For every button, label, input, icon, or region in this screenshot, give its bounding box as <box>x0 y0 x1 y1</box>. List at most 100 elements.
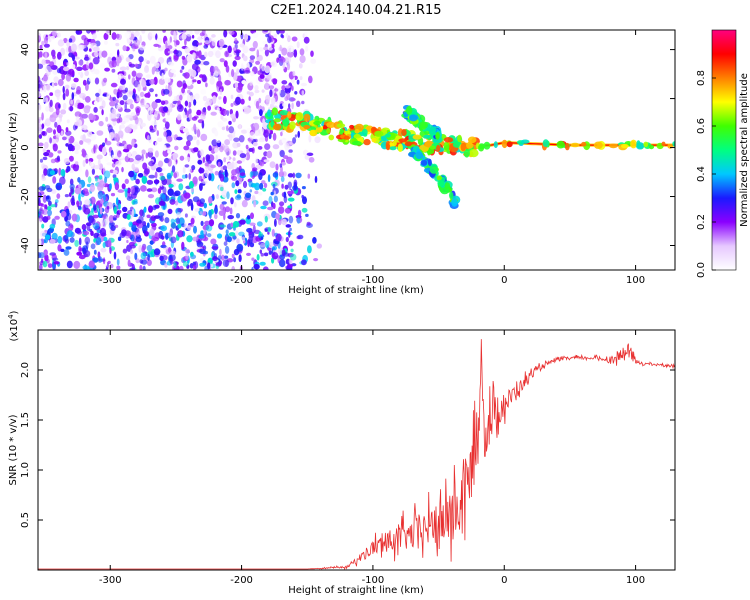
heatmap-cell <box>147 150 154 158</box>
heatmap-cell <box>93 106 98 113</box>
heatmap-cell <box>176 80 183 88</box>
heatmap-cell <box>215 137 222 144</box>
heatmap-cell <box>301 207 308 213</box>
heatmap-cell <box>238 124 242 130</box>
heatmap-cell <box>272 132 277 141</box>
heatmap-cell <box>170 236 177 244</box>
heatmap-cell <box>38 91 42 98</box>
heatmap-cell <box>290 97 296 102</box>
heatmap-cell <box>158 78 166 85</box>
heatmap-cell <box>94 69 100 75</box>
heatmap-cell <box>279 259 286 268</box>
trace-cell <box>389 146 397 151</box>
heatmap-cell <box>84 199 91 206</box>
heatmap-cell <box>84 56 90 61</box>
heatmap-cell <box>113 63 117 68</box>
heatmap-cell <box>306 221 311 226</box>
heatmap-cell <box>248 180 253 188</box>
heatmap-cell <box>65 74 72 82</box>
heatmap-cell <box>63 61 67 67</box>
heatmap-cell <box>44 51 48 60</box>
heatmap-cell <box>234 195 242 201</box>
heatmap-cell <box>87 131 93 137</box>
heatmap-cell <box>38 35 41 43</box>
heatmap-cell <box>249 242 255 248</box>
heatmap-cell <box>234 189 238 194</box>
heatmap-cell <box>296 100 301 108</box>
heatmap-cell <box>254 85 259 91</box>
heatmap-cell <box>301 90 305 96</box>
heatmap-cell <box>81 113 88 119</box>
heatmap-cell <box>187 200 191 207</box>
heatmap-cell <box>287 190 294 195</box>
top-x-tick-label: -200 <box>230 275 253 286</box>
heatmap-cell <box>40 258 44 264</box>
heatmap-cell <box>226 125 229 132</box>
heatmap-cell <box>176 136 183 141</box>
snr-line <box>38 339 675 570</box>
heatmap-cell <box>56 94 60 101</box>
heatmap-cell <box>134 30 140 37</box>
heatmap-cell <box>281 218 288 226</box>
heatmap-cell <box>83 250 91 258</box>
heatmap-cell <box>184 156 191 162</box>
heatmap-cell <box>256 49 260 58</box>
heatmap-cell <box>298 63 303 69</box>
heatmap-cell <box>44 97 49 104</box>
heatmap-cell <box>176 217 180 225</box>
heatmap-cell <box>231 169 238 176</box>
heatmap-cell <box>174 49 177 54</box>
heatmap-cell <box>237 189 242 194</box>
heatmap-cell <box>186 54 193 63</box>
heatmap-cell <box>202 107 207 113</box>
heatmap-cell <box>66 62 70 66</box>
heatmap-cell <box>271 44 275 49</box>
heatmap-cell <box>204 220 211 226</box>
heatmap-cell <box>85 169 89 178</box>
heatmap-cell <box>65 127 69 133</box>
trace-cell <box>648 144 655 150</box>
heatmap-cell <box>231 253 235 259</box>
heatmap-cell <box>154 232 161 240</box>
heatmap-cell <box>259 109 263 117</box>
heatmap-cell <box>48 152 54 158</box>
heatmap-cell <box>215 265 219 269</box>
trace-cell <box>412 134 422 140</box>
snr-panel: -300 -200 -100 0 100 0.5 1.0 1.5 2.0 Height of … <box>7 310 676 596</box>
heatmap-cell <box>124 31 132 39</box>
heatmap-cell <box>112 215 118 221</box>
heatmap-cell <box>212 95 217 104</box>
heatmap-cell <box>100 63 106 69</box>
heatmap-cell <box>109 132 115 140</box>
heatmap-cell <box>174 200 179 206</box>
heatmap-cell <box>143 97 147 106</box>
heatmap-cell <box>97 256 103 263</box>
heatmap-cell <box>92 57 100 65</box>
heatmap-cell <box>292 137 297 144</box>
heatmap-cell <box>206 97 213 106</box>
heatmap-cell <box>263 159 270 163</box>
heatmap-cell <box>164 48 171 56</box>
heatmap-cell <box>281 183 284 189</box>
heatmap-cell <box>136 219 142 224</box>
heatmap-cell <box>62 85 65 94</box>
heatmap-cell <box>267 231 270 235</box>
heatmap-cell <box>43 36 49 45</box>
heatmap-cell <box>51 82 55 88</box>
heatmap-cell <box>128 74 131 80</box>
heatmap-cell <box>38 202 44 207</box>
heatmap-cell <box>41 176 47 182</box>
heatmap-cell <box>277 255 281 264</box>
heatmap-cell <box>276 57 280 63</box>
heatmap-cell <box>135 107 140 116</box>
heatmap-cell <box>55 107 60 116</box>
heatmap-cell <box>296 79 300 85</box>
heatmap-cell <box>259 182 264 190</box>
heatmap-cell <box>42 260 48 268</box>
colorbar-label: Normalized spectral amplitude <box>739 73 750 227</box>
heatmap-cell <box>207 50 214 58</box>
heatmap-cell <box>167 150 171 154</box>
heatmap-cell <box>49 92 54 96</box>
heatmap-cell <box>63 37 68 44</box>
heatmap-cell <box>245 107 252 114</box>
